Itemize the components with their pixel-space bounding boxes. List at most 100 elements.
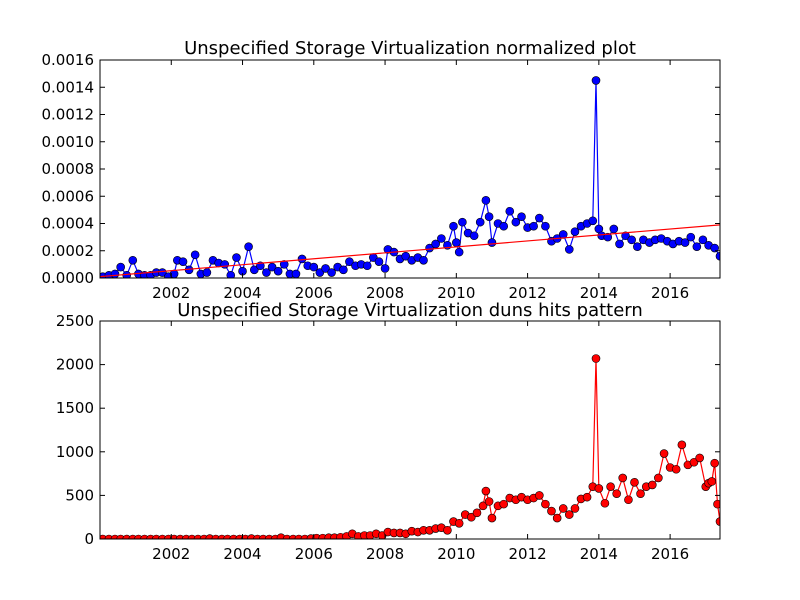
top-chart-series-0-point xyxy=(633,242,642,251)
bottom-chart-y-tick-label: 1500 xyxy=(56,399,94,417)
top-chart-y-tick-label: 0.0008 xyxy=(42,160,95,178)
bottom-chart-series-0-point xyxy=(481,486,491,496)
bottom-chart-series-0-point xyxy=(630,478,639,487)
top-chart-series-0-point xyxy=(437,234,446,243)
bottom-chart-series-0-point xyxy=(647,480,657,490)
top-chart-series-0-point xyxy=(481,196,491,205)
bottom-chart-series-0-point xyxy=(707,477,717,486)
top-chart-series-0-point xyxy=(110,269,120,278)
top-chart-series-0-point xyxy=(327,268,336,277)
top-chart-series-1-line xyxy=(100,224,720,278)
top-chart-series-0-point xyxy=(698,235,708,245)
top-chart-y-tick-label: 0.0016 xyxy=(42,51,95,69)
bottom-chart-series-0-point xyxy=(636,489,645,498)
bottom-chart-series-0-point xyxy=(606,482,615,491)
top-chart-y-tick-label: 0.0006 xyxy=(42,187,95,205)
bottom-chart-series-0-point xyxy=(472,508,482,518)
top-chart-y-tick-label: 0.0004 xyxy=(42,215,95,233)
bottom-chart-x-tick-label: 2002 xyxy=(152,545,190,563)
bottom-chart-x-tick-label: 2006 xyxy=(295,545,333,563)
bottom-chart-y-tick-label: 2000 xyxy=(56,356,94,374)
top-chart-series-0-point xyxy=(116,262,125,272)
top-chart-series-0-point xyxy=(449,221,458,231)
top-chart-y-tick-label: 0.0012 xyxy=(42,106,95,124)
bottom-chart-y-tick-label: 0 xyxy=(84,530,94,548)
top-chart-series-0-point xyxy=(609,224,619,234)
bottom-chart-series-group xyxy=(100,354,720,539)
top-chart-x-tick-label: 2008 xyxy=(366,284,404,302)
bottom-chart-series-0-point xyxy=(659,449,669,458)
bottom-chart-series-0-point xyxy=(671,464,681,474)
bottom-chart-series-0-point xyxy=(600,498,610,508)
top-chart-series-0-point xyxy=(517,212,526,221)
bottom-chart-title: Unspecified Storage Virtualization duns … xyxy=(177,300,643,321)
top-chart-series-0-point xyxy=(401,251,411,261)
bottom-chart-x-tick-label: 2016 xyxy=(651,545,689,563)
top-chart-series-0-point xyxy=(505,206,515,216)
top-chart-series-0-point xyxy=(232,253,241,262)
top-chart-series-0-point xyxy=(564,245,574,254)
bottom-chart-series-0-point xyxy=(443,525,452,535)
bottom-chart-series-0-point xyxy=(541,499,550,509)
bottom-chart-series-0-point xyxy=(677,440,687,450)
top-chart-x-tick-label: 2002 xyxy=(152,284,190,302)
top-chart-series-0-point xyxy=(535,213,544,223)
bottom-chart-series-0-point xyxy=(624,495,633,505)
top-chart-y-tick-label: 0.0014 xyxy=(42,78,95,96)
bottom-chart-series-0-point xyxy=(715,517,720,526)
bottom-chart: Unspecified Storage Virtualization duns … xyxy=(56,300,721,563)
bottom-chart-series-0-point xyxy=(570,504,580,513)
top-chart-series-0-point xyxy=(686,232,696,242)
top-chart-series-0-point xyxy=(591,76,601,85)
top-chart-series-0-point xyxy=(291,269,301,278)
top-chart-series-0-point xyxy=(262,268,271,277)
top-chart-series-0-point xyxy=(431,239,440,249)
bottom-chart-axes-frame xyxy=(99,320,721,540)
bottom-chart-x-tick-label: 2004 xyxy=(223,545,261,563)
top-chart-series-0-point xyxy=(279,260,289,269)
bottom-chart-series-0-point xyxy=(618,473,628,483)
top-chart-series-0-point xyxy=(710,243,719,253)
bottom-chart-series-0-point xyxy=(499,499,509,509)
top-chart-series-0-point xyxy=(499,221,509,231)
top-chart-series-0-point xyxy=(425,243,434,253)
top-chart-series-0-point xyxy=(484,212,494,221)
top-chart-x-tick-label: 2004 xyxy=(223,284,261,302)
bottom-chart-y-tick-label: 1000 xyxy=(56,443,94,461)
bottom-chart-series-0-point xyxy=(594,484,604,493)
bottom-chart-x-tick-label: 2012 xyxy=(508,545,546,563)
top-chart-series-0-point xyxy=(158,268,167,277)
top-chart-series-0-point xyxy=(588,216,598,226)
top-chart-series-0-point xyxy=(226,270,236,278)
bottom-chart-series-0-point xyxy=(713,499,720,509)
top-chart-series-0-point xyxy=(469,231,479,241)
top-chart-series-0-point xyxy=(452,238,461,247)
bottom-chart-x-tick-label: 2008 xyxy=(366,545,404,563)
top-chart-series-0-point xyxy=(362,261,372,271)
top-chart-series-0-point xyxy=(309,262,319,272)
bottom-chart-series-0-point xyxy=(466,512,476,522)
top-chart-series-0-point xyxy=(190,250,200,260)
bottom-chart-series-0-point xyxy=(484,497,494,506)
top-chart-x-tick-label: 2010 xyxy=(437,284,475,302)
top-chart-series-0-point xyxy=(220,260,230,269)
top-chart-series-0-point xyxy=(321,264,330,273)
bottom-chart-y-tick-label: 2500 xyxy=(56,312,94,330)
bottom-chart-y-tick-label: 500 xyxy=(65,486,94,504)
top-chart-series-0-point xyxy=(603,232,613,242)
top-chart-series-0-point xyxy=(615,239,624,249)
top-chart-series-0-point xyxy=(202,268,212,277)
top-chart-x-tick-label: 2014 xyxy=(580,284,618,302)
bottom-chart-series-0-point xyxy=(612,489,621,498)
top-chart-series-0-point xyxy=(692,242,702,251)
top-chart-y-tick-label: 0.0002 xyxy=(42,242,95,260)
top-chart: Unspecified Storage Virtualization norma… xyxy=(42,38,721,302)
bottom-chart-x-tick-label: 2014 xyxy=(580,545,618,563)
top-chart-series-0-point xyxy=(374,257,384,266)
top-chart-y-tick-label: 0.0010 xyxy=(42,133,95,151)
top-chart-series-0-point xyxy=(511,217,521,227)
top-chart-series-0-point xyxy=(454,247,464,257)
bottom-chart-series-0-point xyxy=(454,518,464,528)
top-chart-series-0-point xyxy=(529,221,538,231)
bottom-chart-series-0-point xyxy=(552,513,562,523)
